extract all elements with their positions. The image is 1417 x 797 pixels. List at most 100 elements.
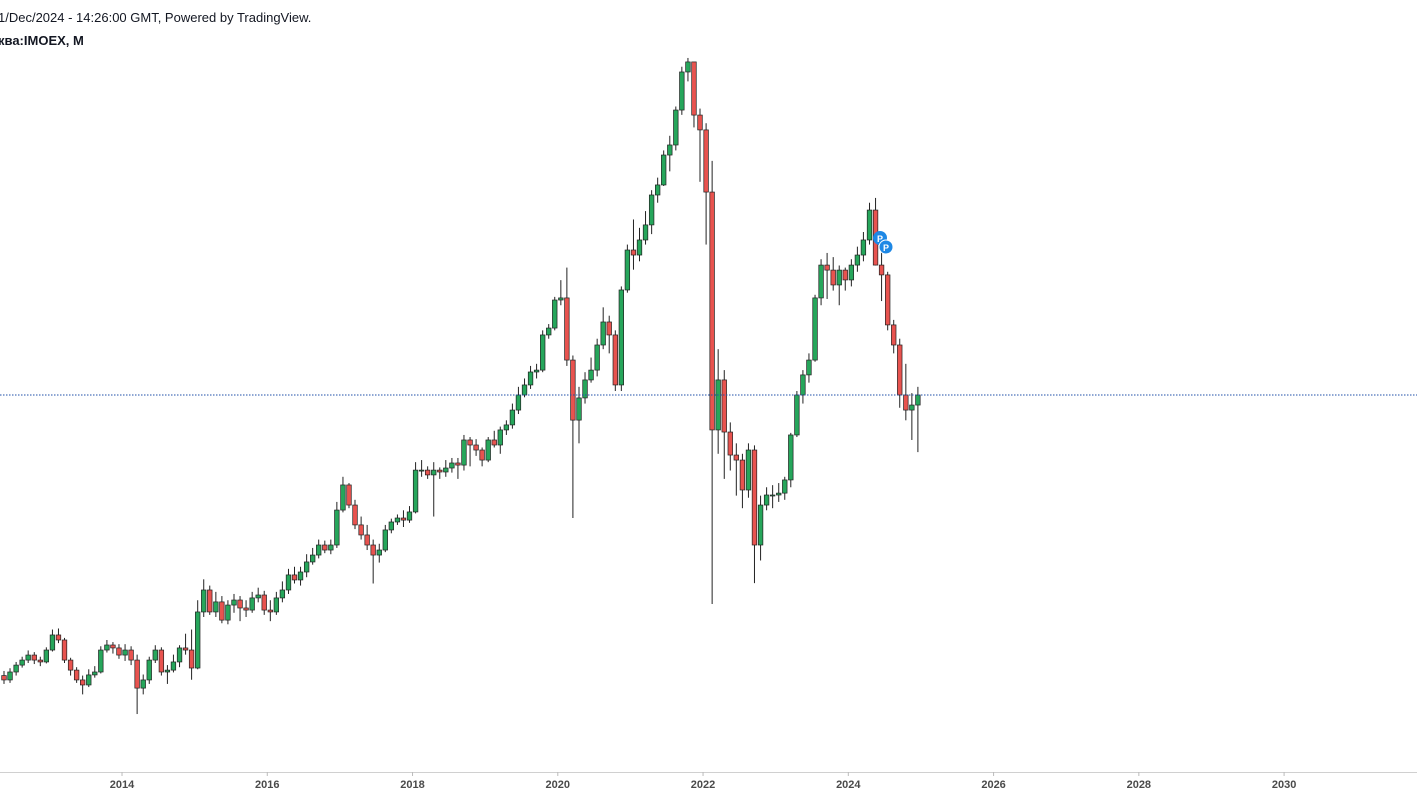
candle-body [400,517,407,521]
x-tick-label: 2022 [691,779,715,791]
candle-body [576,397,582,421]
candle-body [661,154,667,186]
candle-body [43,649,49,663]
candle-body [249,597,255,611]
candle-body [800,374,806,396]
candle-body [763,494,770,506]
candle-body [67,659,74,671]
candle-body [255,594,261,599]
candle-body [891,324,897,346]
candle-body [546,327,552,336]
candle-body [848,264,855,281]
candle-body [104,644,110,651]
candle-body [55,634,62,641]
event-marker-icon: P [877,234,883,244]
candle-body [134,659,140,689]
candle-body [273,597,280,613]
candle-body [588,369,594,381]
candle-body [491,439,497,446]
candle-body [424,469,431,476]
candle-body [818,264,824,299]
candle-body [122,649,128,656]
candle-body [394,517,401,523]
candle-body [540,334,546,371]
candle-body [25,654,31,661]
chart-title: ква:IMOEX, M [0,33,84,48]
candle-body [703,129,709,193]
candle-body [745,449,752,491]
candle-body [455,462,461,466]
candle-body [86,674,92,686]
candle-body [213,601,219,613]
candle-body [667,144,673,156]
candle-body [364,534,370,546]
candle-body [612,334,618,386]
candle-body [509,409,516,426]
candle-body [195,611,201,669]
event-marker-icon: P [883,243,889,253]
candle-body [594,344,600,371]
candle-body [219,601,225,621]
candle-body [128,649,134,661]
candle-body [854,254,861,266]
candle-body [697,114,703,131]
candle-body [485,439,491,461]
candle-body [80,679,86,686]
candle-body [636,239,643,256]
candle-body [98,649,104,673]
candle-body [352,504,358,526]
candle-body [346,484,352,506]
candle-body [860,239,867,256]
event-markers: P P [873,231,894,255]
candle-body [437,469,443,473]
candle-body [866,209,873,241]
candle-body [37,659,43,663]
candle-body [7,671,13,681]
candle-body [1,675,7,681]
candle-body [630,249,637,256]
candle-body [328,544,334,551]
candle-body [110,644,116,649]
candle-body [739,459,746,491]
candle-body [443,467,449,473]
candle-body [140,679,146,689]
candle-body [164,669,171,673]
candle-body [418,469,425,472]
candle-body [170,661,177,671]
candle-body [915,394,921,406]
candle-body [885,274,891,326]
candle-body [878,264,885,276]
candle-body [648,194,655,226]
candle-body [564,297,570,361]
x-tick-label: 2030 [1272,779,1296,791]
candle-body [406,511,413,521]
chart-subtitle: 1/Dec/2024 - 14:26:00 GMT, Powered by Tr… [0,10,311,25]
candle-body [285,574,292,591]
candle-body [570,359,576,421]
candle-body [527,371,534,386]
candle-body [830,269,836,286]
candle-body [776,492,782,496]
candle-body [909,404,915,411]
candle-body [467,439,473,446]
x-tick-label: 2014 [110,779,135,791]
x-tick-label: 2016 [255,779,279,791]
candle-body [521,384,528,396]
candle-body [788,434,794,481]
candle-body [679,71,685,111]
candle-body [782,479,788,494]
candle-body [600,321,606,346]
candle-body [757,504,764,546]
candle-body [715,379,721,431]
candle-body [267,609,273,613]
candle-body [13,664,19,673]
candle-body [207,589,213,613]
candle-body [709,191,715,431]
candle-body [225,604,231,621]
x-tick-label: 2020 [546,779,570,791]
candle-body [533,369,540,373]
candle-body [794,394,800,436]
candle-body [515,394,522,411]
